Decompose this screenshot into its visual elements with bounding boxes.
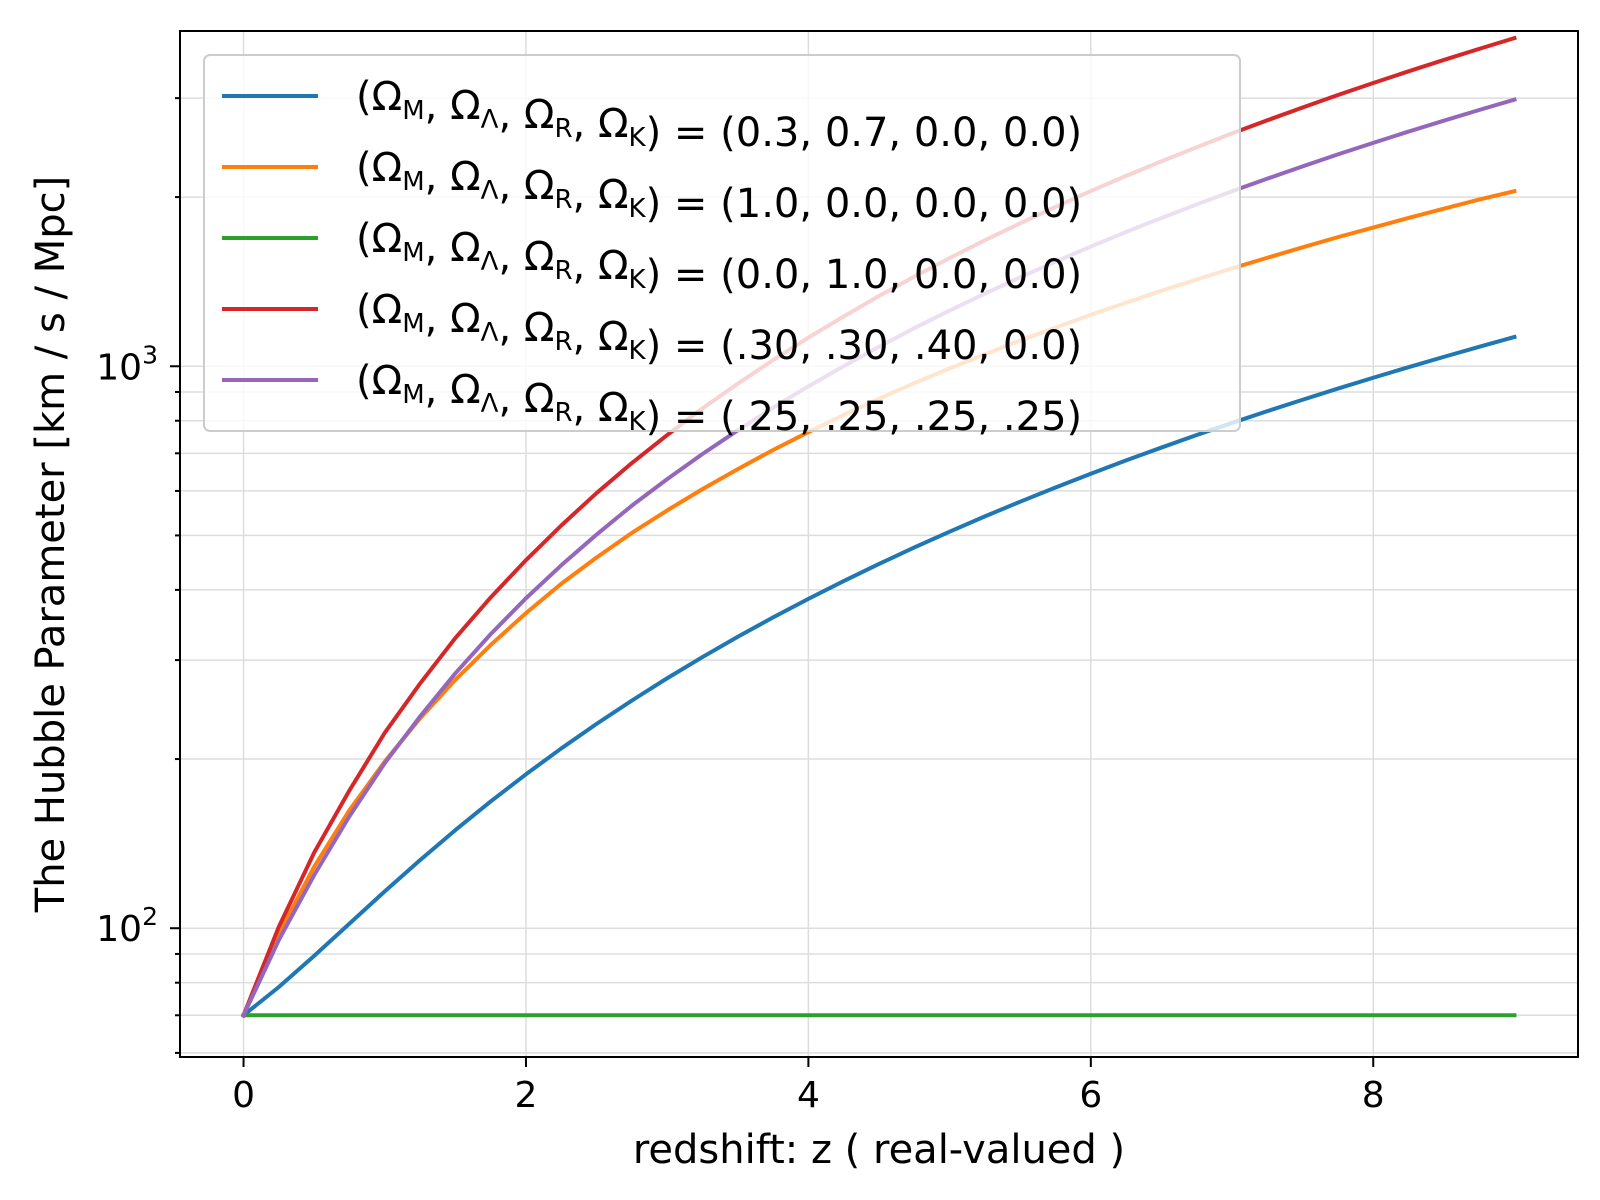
legend-subscript: R [554, 114, 572, 144]
legend-subscript: M [402, 167, 424, 197]
legend-text-part: , [498, 163, 523, 209]
y-tick-base: 10 [96, 909, 142, 950]
legend-text-part: , [425, 225, 450, 271]
x-tick-label: 0 [232, 1075, 255, 1116]
legend-subscript: M [402, 380, 424, 410]
legend-text-part: , [573, 101, 598, 147]
legend-text-part: Ω [450, 225, 481, 271]
legend-subscript: R [554, 185, 572, 215]
legend-subscript: K [629, 265, 647, 295]
legend-text-part: , [498, 305, 523, 351]
legend-text-part: Ω [450, 296, 481, 342]
y-tick-base: 10 [96, 347, 142, 388]
legend-text-part: , [573, 172, 598, 218]
legend-text-part: Ω [524, 305, 555, 351]
legend-label-2: (ΩM, ΩΛ, ΩR, ΩK) = (1.0, 0.0, 0.0, 0.0) [356, 145, 1082, 227]
legend-subscript: Λ [481, 105, 499, 135]
legend-subscript: Λ [481, 247, 499, 277]
legend-text-part: , [425, 154, 450, 200]
legend-subscript: Λ [481, 389, 499, 419]
legend-text-part: Ω [598, 101, 629, 147]
legend-text-part: , [573, 243, 598, 289]
legend-subscript: K [629, 123, 647, 153]
legend-subscript: Λ [481, 318, 499, 348]
legend-box [203, 54, 1241, 432]
y-tick-exponent: 3 [142, 340, 158, 369]
legend-text-part: Ω [372, 287, 403, 333]
legend-subscript: K [629, 336, 647, 366]
legend-text-part: Ω [598, 385, 629, 431]
legend-label-3: (ΩM, ΩΛ, ΩR, ΩK) = (0.0, 1.0, 0.0, 0.0) [356, 216, 1082, 298]
legend-text-part: , [425, 296, 450, 342]
legend-subscript: Λ [481, 176, 499, 206]
legend-text-part: ( [356, 74, 372, 120]
legend-text-part: , [573, 385, 598, 431]
legend-text-part: Ω [450, 83, 481, 129]
plot-frame [179, 30, 1579, 1058]
legend-text-part: Ω [372, 74, 403, 120]
legend-text-part: , [498, 234, 523, 280]
x-tick-label: 8 [1362, 1075, 1385, 1116]
legend-text-part: , [425, 367, 450, 413]
legend-text-part: ( [356, 216, 372, 262]
x-axis-label: redshift: z ( real-valued ) [633, 1127, 1125, 1173]
legend-text-part: = (.30, .30, .40, 0.0) [661, 323, 1082, 369]
legend-text-part: Ω [524, 376, 555, 422]
series-line-1 [240, 334, 1517, 1019]
legend-text-part: , [498, 92, 523, 138]
x-tick-label: 4 [797, 1075, 820, 1116]
legend-text-part: ( [356, 287, 372, 333]
y-tick-exponent: 2 [142, 902, 158, 931]
legend-text-part: Ω [524, 163, 555, 209]
legend-text-part: ) [646, 394, 662, 440]
legend-text-part: Ω [598, 172, 629, 218]
y-tick-label: 103 [96, 340, 158, 388]
legend-subscript: R [554, 256, 572, 286]
legend-subscript: M [402, 238, 424, 268]
legend-text-part: , [498, 376, 523, 422]
legend-text-part: Ω [598, 314, 629, 360]
x-tick-label: 6 [1079, 1075, 1102, 1116]
legend-text-part: ( [356, 145, 372, 191]
legend-label-5: (ΩM, ΩΛ, ΩR, ΩK) = (.25, .25, .25, .25) [356, 358, 1082, 440]
legend-entries: (ΩM, ΩΛ, ΩR, ΩK) = (0.3, 0.7, 0.0, 0.0)(… [222, 74, 1082, 440]
legend-text-part: Ω [372, 145, 403, 191]
legend-text-part: Ω [450, 154, 481, 200]
legend-text-part: , [425, 83, 450, 129]
legend-text-part: Ω [372, 216, 403, 262]
legend: (ΩM, ΩΛ, ΩR, ΩK) = (0.3, 0.7, 0.0, 0.0)(… [203, 54, 1241, 440]
legend-subscript: K [629, 194, 647, 224]
legend-text-part: = (0.3, 0.7, 0.0, 0.0) [661, 110, 1082, 156]
legend-text-part: , [573, 314, 598, 360]
legend-text-part: Ω [372, 358, 403, 404]
legend-label-4: (ΩM, ΩΛ, ΩR, ΩK) = (.30, .30, .40, 0.0) [356, 287, 1082, 369]
legend-text-part: ( [356, 358, 372, 404]
legend-subscript: M [402, 309, 424, 339]
legend-subscript: R [554, 398, 572, 428]
legend-text-part: ) [646, 323, 662, 369]
legend-text-part: Ω [598, 243, 629, 289]
legend-subscript: K [629, 407, 647, 437]
x-tick-label: 2 [515, 1075, 538, 1116]
legend-text-part: ) [646, 110, 662, 156]
legend-text-part: = (0.0, 1.0, 0.0, 0.0) [661, 252, 1082, 298]
legend-text-part: Ω [450, 367, 481, 413]
legend-label-1: (ΩM, ΩΛ, ΩR, ΩK) = (0.3, 0.7, 0.0, 0.0) [356, 74, 1082, 156]
legend-text-part: Ω [524, 92, 555, 138]
legend-text-part: ) [646, 181, 662, 227]
legend-text-part: = (1.0, 0.0, 0.0, 0.0) [661, 181, 1082, 227]
x-axis-ticks: 0 2 4 6 8 [232, 1057, 1385, 1116]
legend-text-part: ) [646, 252, 662, 298]
legend-subscript: R [554, 327, 572, 357]
legend-subscript: M [402, 96, 424, 126]
y-axis-label: The Hubble Parameter [km / s / Mpc] [28, 176, 74, 913]
legend-text-part: Ω [524, 234, 555, 280]
legend-text-part: = (.25, .25, .25, .25) [661, 394, 1082, 440]
y-tick-label: 102 [96, 902, 158, 950]
